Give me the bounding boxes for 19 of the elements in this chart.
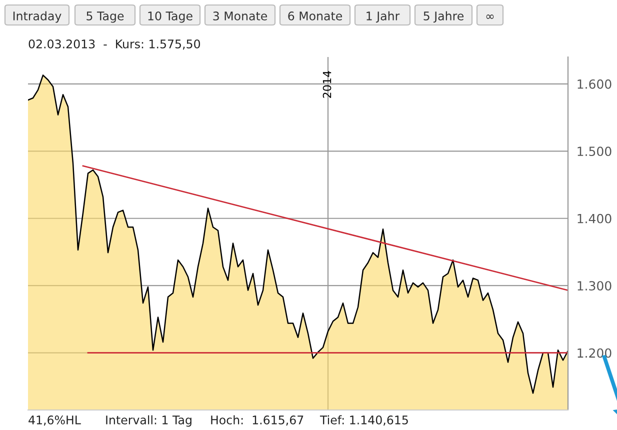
text: Tief: 1.140,615 [320,415,408,426]
text: ∞ [486,14,494,19]
text: Intraday [13,11,62,23]
y-tick-label: 1.200 [578,348,612,358]
text: Intervall: 1 Tag [106,415,192,427]
text: 5 Jahre [424,11,464,23]
y-tick-label: 1.400 [578,214,612,224]
text: 41,6%HL [28,415,81,426]
text: 6 Monate [288,11,342,20]
text: 02.03.2013 - Kurs: 1.575,50 [28,39,200,50]
y-tick-label: 1.500 [578,146,612,156]
text: 3 Monate [213,11,268,20]
text: 10 Tage [148,11,192,23]
text: 5 Tage [86,12,124,23]
x-tick-label: 2014 [322,71,332,98]
text: Hoch: 1.615,67 [211,415,304,426]
y-tick-label: 1.300 [578,281,612,291]
text: 1 Jahr [366,11,400,23]
y-tick-label: 1.600 [578,79,612,89]
